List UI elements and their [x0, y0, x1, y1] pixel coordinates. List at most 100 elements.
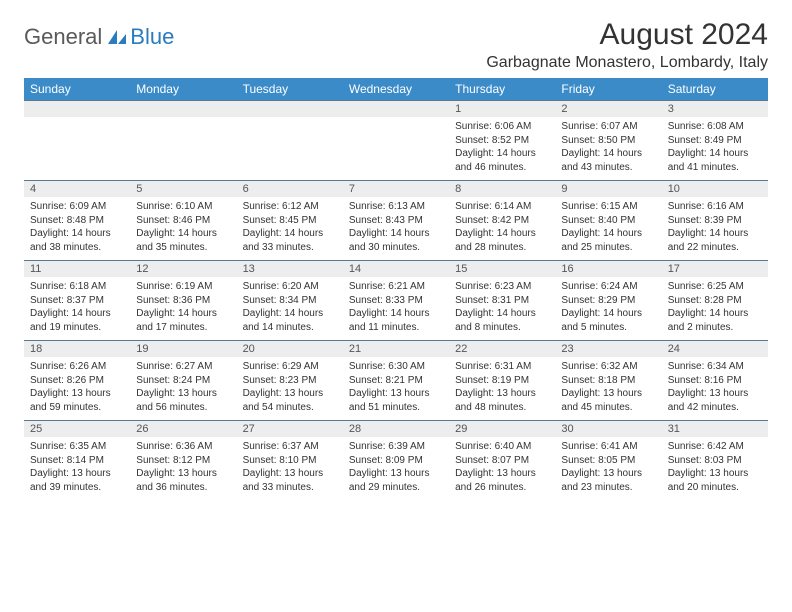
- calendar-cell: 31Sunrise: 6:42 AMSunset: 8:03 PMDayligh…: [662, 421, 768, 501]
- sunset-text: Sunset: 8:34 PM: [243, 294, 337, 308]
- day-details: Sunrise: 6:15 AMSunset: 8:40 PMDaylight:…: [555, 197, 661, 260]
- sunrise-text: Sunrise: 6:21 AM: [349, 280, 443, 294]
- calendar-table: Sunday Monday Tuesday Wednesday Thursday…: [24, 78, 768, 500]
- calendar-cell: [24, 101, 130, 181]
- title-block: August 2024 Garbagnate Monastero, Lombar…: [486, 18, 768, 72]
- day-number: 29: [449, 421, 555, 437]
- day-details: Sunrise: 6:35 AMSunset: 8:14 PMDaylight:…: [24, 437, 130, 500]
- day-details: Sunrise: 6:25 AMSunset: 8:28 PMDaylight:…: [662, 277, 768, 340]
- calendar-cell: 10Sunrise: 6:16 AMSunset: 8:39 PMDayligh…: [662, 181, 768, 261]
- sunset-text: Sunset: 8:09 PM: [349, 454, 443, 468]
- daylight-text: Daylight: 14 hours and 11 minutes.: [349, 307, 443, 334]
- day-header: Sunday: [24, 78, 130, 101]
- day-number: 12: [130, 261, 236, 277]
- day-number: 10: [662, 181, 768, 197]
- day-details: [237, 117, 343, 175]
- day-header: Friday: [555, 78, 661, 101]
- daylight-text: Daylight: 13 hours and 36 minutes.: [136, 467, 230, 494]
- logo-text-blue: Blue: [130, 24, 174, 50]
- sunset-text: Sunset: 8:49 PM: [668, 134, 762, 148]
- sunrise-text: Sunrise: 6:23 AM: [455, 280, 549, 294]
- sunset-text: Sunset: 8:16 PM: [668, 374, 762, 388]
- sunset-text: Sunset: 8:24 PM: [136, 374, 230, 388]
- day-details: Sunrise: 6:10 AMSunset: 8:46 PMDaylight:…: [130, 197, 236, 260]
- calendar-week-row: 1Sunrise: 6:06 AMSunset: 8:52 PMDaylight…: [24, 101, 768, 181]
- daylight-text: Daylight: 13 hours and 42 minutes.: [668, 387, 762, 414]
- daylight-text: Daylight: 13 hours and 26 minutes.: [455, 467, 549, 494]
- day-details: Sunrise: 6:19 AMSunset: 8:36 PMDaylight:…: [130, 277, 236, 340]
- day-number: 9: [555, 181, 661, 197]
- day-details: Sunrise: 6:37 AMSunset: 8:10 PMDaylight:…: [237, 437, 343, 500]
- calendar-week-row: 4Sunrise: 6:09 AMSunset: 8:48 PMDaylight…: [24, 181, 768, 261]
- calendar-cell: 1Sunrise: 6:06 AMSunset: 8:52 PMDaylight…: [449, 101, 555, 181]
- calendar-cell: 5Sunrise: 6:10 AMSunset: 8:46 PMDaylight…: [130, 181, 236, 261]
- sunrise-text: Sunrise: 6:13 AM: [349, 200, 443, 214]
- day-header: Wednesday: [343, 78, 449, 101]
- calendar-cell: 30Sunrise: 6:41 AMSunset: 8:05 PMDayligh…: [555, 421, 661, 501]
- calendar-cell: 3 Sunrise: 6:08 AMSunset: 8:49 PMDaylight…: [662, 101, 768, 181]
- sunrise-text: Sunrise: 6:07 AM: [561, 120, 655, 134]
- calendar-cell: 26Sunrise: 6:36 AMSunset: 8:12 PMDayligh…: [130, 421, 236, 501]
- day-number: 3: [662, 101, 768, 117]
- day-number: 16: [555, 261, 661, 277]
- daylight-text: Daylight: 14 hours and 46 minutes.: [455, 147, 549, 174]
- day-details: Sunrise: 6:36 AMSunset: 8:12 PMDaylight:…: [130, 437, 236, 500]
- day-number: 28: [343, 421, 449, 437]
- sunrise-text: Sunrise: 6:18 AM: [30, 280, 124, 294]
- day-details: Sunrise: 6:21 AMSunset: 8:33 PMDaylight:…: [343, 277, 449, 340]
- day-details: Sunrise: 6:42 AMSunset: 8:03 PMDaylight:…: [662, 437, 768, 500]
- daylight-text: Daylight: 14 hours and 5 minutes.: [561, 307, 655, 334]
- daylight-text: Daylight: 14 hours and 19 minutes.: [30, 307, 124, 334]
- day-number: 25: [24, 421, 130, 437]
- day-header: Monday: [130, 78, 236, 101]
- daylight-text: Daylight: 14 hours and 28 minutes.: [455, 227, 549, 254]
- sunrise-text: Sunrise: 6:31 AM: [455, 360, 549, 374]
- day-number: 30: [555, 421, 661, 437]
- sunset-text: Sunset: 8:19 PM: [455, 374, 549, 388]
- daylight-text: Daylight: 13 hours and 56 minutes.: [136, 387, 230, 414]
- calendar-cell: 27Sunrise: 6:37 AMSunset: 8:10 PMDayligh…: [237, 421, 343, 501]
- calendar-cell: 18Sunrise: 6:26 AMSunset: 8:26 PMDayligh…: [24, 341, 130, 421]
- sunrise-text: Sunrise: 6:34 AM: [668, 360, 762, 374]
- day-number: 20: [237, 341, 343, 357]
- sunrise-text: Sunrise: 6:06 AM: [455, 120, 549, 134]
- daylight-text: Daylight: 14 hours and 30 minutes.: [349, 227, 443, 254]
- daylight-text: Daylight: 14 hours and 17 minutes.: [136, 307, 230, 334]
- sunset-text: Sunset: 8:39 PM: [668, 214, 762, 228]
- day-details: Sunrise: 6:31 AMSunset: 8:19 PMDaylight:…: [449, 357, 555, 420]
- day-number: 11: [24, 261, 130, 277]
- sunrise-text: Sunrise: 6:41 AM: [561, 440, 655, 454]
- day-details: Sunrise: 6:12 AMSunset: 8:45 PMDaylight:…: [237, 197, 343, 260]
- sunrise-text: Sunrise: 6:36 AM: [136, 440, 230, 454]
- calendar-cell: 25Sunrise: 6:35 AMSunset: 8:14 PMDayligh…: [24, 421, 130, 501]
- sunset-text: Sunset: 8:21 PM: [349, 374, 443, 388]
- daylight-text: Daylight: 14 hours and 22 minutes.: [668, 227, 762, 254]
- calendar-cell: [130, 101, 236, 181]
- daylight-text: Daylight: 14 hours and 8 minutes.: [455, 307, 549, 334]
- sunrise-text: Sunrise: 6:39 AM: [349, 440, 443, 454]
- daylight-text: Daylight: 14 hours and 2 minutes.: [668, 307, 762, 334]
- daylight-text: Daylight: 13 hours and 29 minutes.: [349, 467, 443, 494]
- day-number: 14: [343, 261, 449, 277]
- calendar-cell: 12Sunrise: 6:19 AMSunset: 8:36 PMDayligh…: [130, 261, 236, 341]
- day-number: 1: [449, 101, 555, 117]
- day-details: Sunrise: 6:13 AMSunset: 8:43 PMDaylight:…: [343, 197, 449, 260]
- calendar-cell: 19Sunrise: 6:27 AMSunset: 8:24 PMDayligh…: [130, 341, 236, 421]
- sunrise-text: Sunrise: 6:29 AM: [243, 360, 337, 374]
- daylight-text: Daylight: 13 hours and 33 minutes.: [243, 467, 337, 494]
- day-number: 21: [343, 341, 449, 357]
- calendar-cell: 8Sunrise: 6:14 AMSunset: 8:42 PMDaylight…: [449, 181, 555, 261]
- day-details: Sunrise: 6:26 AMSunset: 8:26 PMDaylight:…: [24, 357, 130, 420]
- day-number: 31: [662, 421, 768, 437]
- sunset-text: Sunset: 8:18 PM: [561, 374, 655, 388]
- sunrise-text: Sunrise: 6:08 AM: [668, 120, 762, 134]
- day-details: Sunrise: 6:41 AMSunset: 8:05 PMDaylight:…: [555, 437, 661, 500]
- daylight-text: Daylight: 13 hours and 45 minutes.: [561, 387, 655, 414]
- day-number: 7: [343, 181, 449, 197]
- sunset-text: Sunset: 8:05 PM: [561, 454, 655, 468]
- sunset-text: Sunset: 8:42 PM: [455, 214, 549, 228]
- sunrise-text: Sunrise: 6:19 AM: [136, 280, 230, 294]
- daylight-text: Daylight: 14 hours and 41 minutes.: [668, 147, 762, 174]
- day-number: 23: [555, 341, 661, 357]
- sunrise-text: Sunrise: 6:24 AM: [561, 280, 655, 294]
